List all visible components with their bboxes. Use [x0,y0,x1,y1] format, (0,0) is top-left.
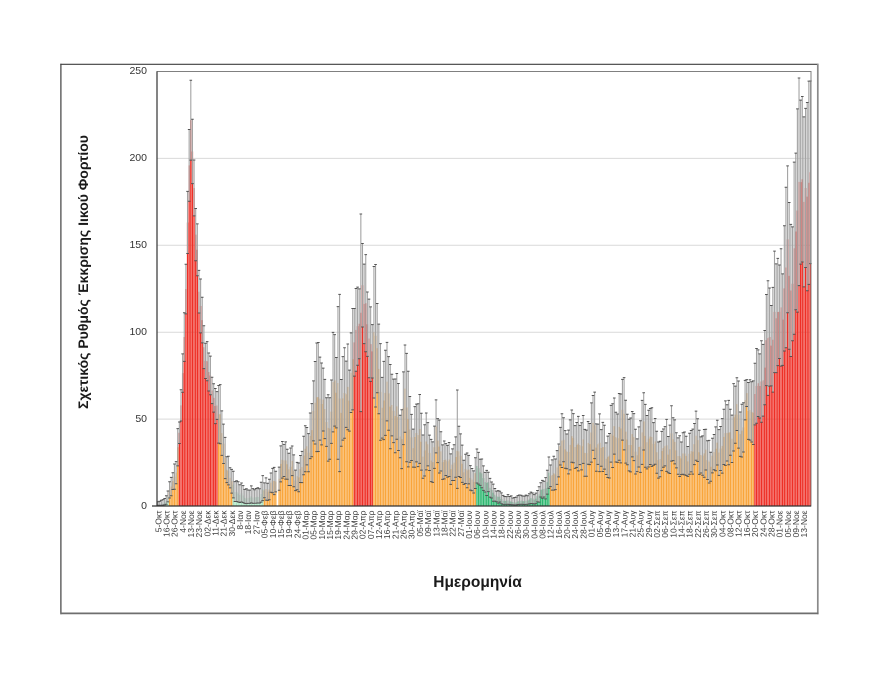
svg-text:20-Ιουλ: 20-Ιουλ [562,510,572,539]
svg-text:22-Ιουν: 22-Ιουν [505,511,515,539]
svg-text:10-Μαρ: 10-Μαρ [317,510,327,539]
svg-text:19-Φεβ: 19-Φεβ [284,510,294,538]
svg-text:30-Ιουν: 30-Ιουν [521,511,531,539]
svg-text:01-Αυγ: 01-Αυγ [587,510,597,538]
svg-text:09-Αυγ: 09-Αυγ [603,510,613,538]
svg-text:13-Νοε: 13-Νοε [186,510,196,537]
svg-text:12-Απρ: 12-Απρ [374,510,384,539]
svg-text:21-Δεκ: 21-Δεκ [219,510,229,537]
svg-text:26-Οκτ: 26-Οκτ [170,510,180,537]
svg-text:20-Οκτ: 20-Οκτ [750,510,760,537]
svg-text:28-Ιουλ: 28-Ιουλ [578,510,588,539]
svg-text:12-Οκτ: 12-Οκτ [734,510,744,537]
svg-text:08-Οκτ: 08-Οκτ [726,510,736,537]
svg-text:16-Οκτ: 16-Οκτ [742,510,752,537]
svg-text:13-Νοε: 13-Νοε [799,510,809,537]
svg-text:19-Μαρ: 19-Μαρ [333,510,343,539]
svg-text:27-Μαϊ: 27-Μαϊ [456,509,466,536]
svg-text:10-Ιουν: 10-Ιουν [480,511,490,539]
svg-text:07-Απρ: 07-Απρ [366,510,376,539]
svg-text:26-Σεπ: 26-Σεπ [701,510,711,537]
svg-text:02-Απρ: 02-Απρ [358,510,368,539]
svg-text:13-Μαϊ: 13-Μαϊ [431,509,441,536]
svg-text:15-Φεβ: 15-Φεβ [276,510,286,538]
svg-text:4-Νοε: 4-Νοε [178,510,188,532]
svg-text:21-Απρ: 21-Απρ [390,510,400,539]
svg-text:17-Αυγ: 17-Αυγ [619,510,629,538]
svg-text:24-Οκτ: 24-Οκτ [758,510,768,537]
svg-text:30-Δεκ: 30-Δεκ [227,510,237,537]
svg-text:5-Οκτ: 5-Οκτ [153,510,163,532]
svg-text:23-Νοε: 23-Νοε [194,510,204,537]
svg-text:04-Ιουλ: 04-Ιουλ [529,510,539,539]
svg-text:05-Νοε: 05-Νοε [783,510,793,537]
svg-text:01-Νοε: 01-Νοε [775,510,785,537]
svg-text:26-Απρ: 26-Απρ [399,510,409,539]
svg-text:05-Φεβ: 05-Φεβ [260,510,270,538]
svg-text:11-Δεκ: 11-Δεκ [211,510,221,536]
svg-text:27-Ιαν: 27-Ιαν [251,511,261,535]
svg-text:09-Νοε: 09-Νοε [791,510,801,537]
svg-text:08-Ιουλ: 08-Ιουλ [538,510,548,539]
svg-text:12-Ιουλ: 12-Ιουλ [546,510,556,539]
svg-text:22-Μαϊ: 22-Μαϊ [448,509,458,536]
svg-text:30-Σεπ: 30-Σεπ [709,510,719,537]
svg-text:16-Οκτ: 16-Οκτ [161,510,171,537]
svg-text:22-Σεπ: 22-Σεπ [693,510,703,537]
svg-text:24-Μαρ: 24-Μαρ [341,510,351,539]
svg-text:10-Σεπ: 10-Σεπ [668,510,678,537]
svg-text:14-Σεπ: 14-Σεπ [677,510,687,537]
svg-text:02-Σεπ: 02-Σεπ [652,510,662,537]
svg-text:13-Αυγ: 13-Αυγ [611,510,621,538]
svg-text:14-Ιουν: 14-Ιουν [488,511,498,539]
svg-text:30-Απρ: 30-Απρ [407,510,417,539]
svg-text:10-Φεβ: 10-Φεβ [268,510,278,538]
svg-text:18-Σεπ: 18-Σεπ [685,510,695,537]
svg-text:24-Ιουλ: 24-Ιουλ [570,510,580,539]
svg-text:16-Ιουλ: 16-Ιουλ [554,510,564,539]
svg-text:18-Ιουν: 18-Ιουν [497,511,507,539]
svg-text:02-Δεκ: 02-Δεκ [202,510,212,537]
svg-text:26-Ιουν: 26-Ιουν [513,511,523,539]
svg-text:24-Φεβ: 24-Φεβ [292,510,302,538]
svg-text:06-Ιουν: 06-Ιουν [472,511,482,539]
svg-text:16-Απρ: 16-Απρ [382,510,392,539]
svg-text:06-Σεπ: 06-Σεπ [660,510,670,537]
svg-text:05-Αυγ: 05-Αυγ [595,510,605,538]
svg-text:15-Μαρ: 15-Μαρ [325,510,335,539]
svg-text:01-Μαρ: 01-Μαρ [300,510,310,539]
svg-text:04-Οκτ: 04-Οκτ [717,510,727,537]
svg-text:01-Ιουν: 01-Ιουν [464,511,474,539]
svg-text:8-Ιαν: 8-Ιαν [235,511,245,530]
svg-text:05-Μαρ: 05-Μαρ [309,510,319,539]
svg-text:21-Αυγ: 21-Αυγ [627,510,637,538]
svg-text:29-Μαρ: 29-Μαρ [350,510,360,539]
svg-text:18-Μαϊ: 18-Μαϊ [439,509,449,536]
svg-text:28-Οκτ: 28-Οκτ [766,510,776,537]
svg-text:29-Αυγ: 29-Αυγ [644,510,654,538]
svg-text:25-Αυγ: 25-Αυγ [636,510,646,538]
svg-text:09-Μαϊ: 09-Μαϊ [423,509,433,536]
svg-text:18-Ιαν: 18-Ιαν [243,511,253,535]
svg-text:05-Μαϊ: 05-Μαϊ [415,509,425,536]
